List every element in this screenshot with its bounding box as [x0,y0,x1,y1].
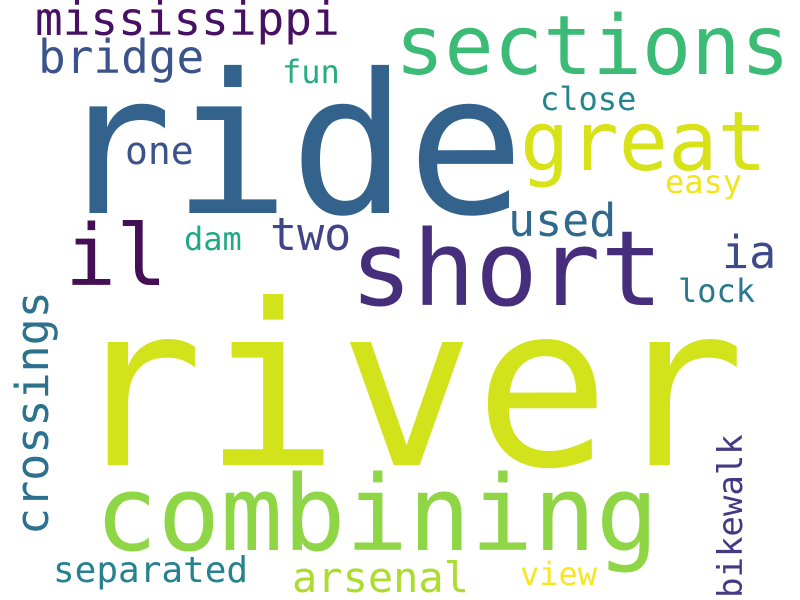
word-view: view [520,555,598,593]
word-ia: ia [722,226,776,279]
word-mississippi: mississippi [35,0,340,46]
word-great: great [520,95,767,190]
word-easy: easy [665,163,742,201]
word-river: river [68,257,745,519]
word-fun: fun [282,53,340,91]
word-dam: dam [184,220,242,258]
word-close: close [540,80,636,118]
word-short: short [350,208,663,330]
word-sections: sections [395,0,790,94]
word-ride: ride [55,32,525,259]
word-arsenal: arsenal [292,553,469,600]
word-one: one [125,129,194,173]
word-combining: combining [95,453,659,575]
word-il: il [65,207,167,306]
word-lock: lock [678,272,755,310]
word-bridge: bridge [38,30,204,84]
word-two: two [270,208,351,261]
word-bikewalk: bikewalk [711,434,751,598]
word-crossings: crossings [6,291,59,535]
word-separated: separated [53,550,248,591]
word-used: used [508,194,616,247]
